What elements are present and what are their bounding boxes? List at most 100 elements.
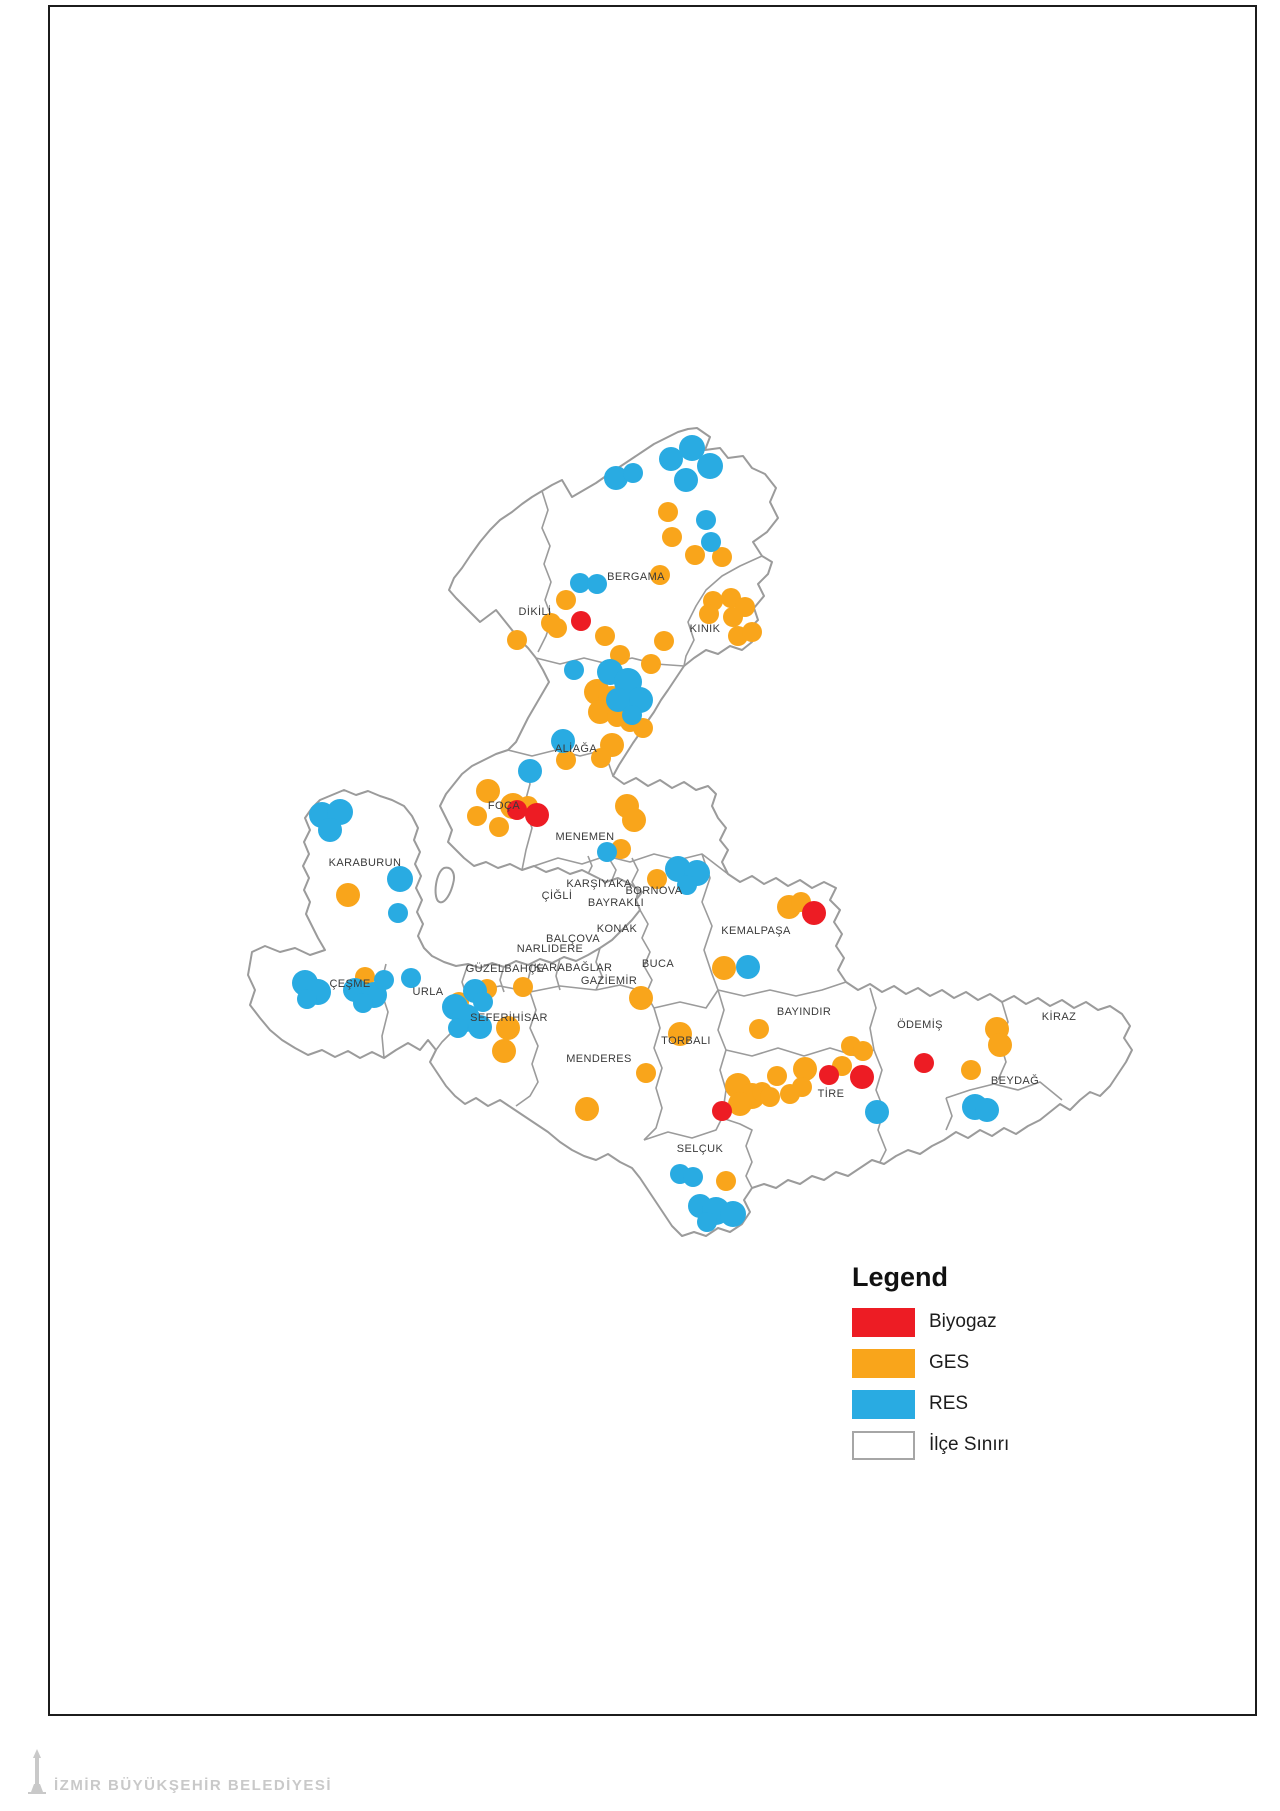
facility-dot-ges (476, 779, 500, 803)
facility-dot-res (623, 463, 643, 483)
district-label-beydağ: BEYDAĞ (991, 1074, 1039, 1087)
facility-dot-ges (636, 1063, 656, 1083)
facility-dot-res (697, 1212, 717, 1232)
facility-dot-res (374, 970, 394, 990)
facility-dot-ges (556, 750, 576, 770)
facility-dot-res (297, 989, 317, 1009)
facility-dot-ges (492, 1039, 516, 1063)
border-guzelbahce (499, 965, 505, 993)
border-bornova-kemalpasa (701, 853, 719, 991)
facility-dot-ges (988, 1033, 1012, 1057)
facility-points (292, 435, 1012, 1232)
facility-dot-ges (507, 630, 527, 650)
legend-label-ilce-siniri: İlçe Sınırı (929, 1434, 1010, 1455)
facility-dot-ges (742, 622, 762, 642)
district-label-güzelbahçe: GÜZELBAHÇE (466, 963, 545, 975)
facility-dot-ges (767, 1066, 787, 1086)
district-label-bayrakli: BAYRAKLI (588, 897, 644, 909)
facility-dot-res (674, 468, 698, 492)
legend-label-biyogaz: Biyogaz (929, 1311, 997, 1332)
facility-dot-ges (853, 1041, 873, 1061)
facility-dot-ges (793, 1057, 817, 1081)
district-label-çi̇ğli̇: ÇİĞLİ (542, 889, 573, 902)
facility-dot-res (677, 875, 697, 895)
facility-dot-res (697, 453, 723, 479)
facility-dot-res (679, 435, 705, 461)
district-label-bornova: BORNOVA (626, 885, 683, 897)
facility-dot-res (388, 903, 408, 923)
district-label-ödemi̇ş: ÖDEMİŞ (897, 1018, 943, 1031)
facility-dot-res (448, 1018, 468, 1038)
facility-dot-ges (591, 748, 611, 768)
res-swatch (852, 1389, 915, 1419)
facility-dot-ges (467, 806, 487, 826)
district-label-foça: FOÇA (488, 800, 520, 812)
district-label-urla: URLA (413, 986, 444, 998)
facility-dot-ges (728, 1092, 752, 1116)
border-konak-karabaglar (595, 947, 603, 991)
facility-dot-res (570, 573, 590, 593)
facility-dot-ges (513, 977, 533, 997)
facility-dot-ges (641, 654, 661, 674)
facility-dot-res (564, 660, 584, 680)
facility-dot-biyogaz (525, 803, 549, 827)
district-label-karaburun: KARABURUN (329, 857, 402, 869)
facility-dot-ges (647, 869, 667, 889)
border-seferihisar-menderes (515, 991, 539, 1107)
facility-dot-ges (575, 1097, 599, 1121)
facility-dot-biyogaz (914, 1053, 934, 1073)
district-label-balçova: BALÇOVA (546, 933, 600, 945)
facility-dot-res (468, 1015, 492, 1039)
district-label-gazi̇emi̇r: GAZİEMİR (581, 974, 637, 987)
facility-dot-ges (749, 1019, 769, 1039)
facility-dot-ges (780, 1084, 800, 1104)
facility-dot-biyogaz (712, 1101, 732, 1121)
facility-dot-ges (629, 986, 653, 1010)
district-label-buca: BUCA (642, 958, 674, 970)
facility-dot-res (327, 799, 353, 825)
border-cigli-karsiyaka (587, 855, 593, 875)
district-label-narlidere: NARLIDERE (517, 943, 584, 955)
facility-dot-ges (588, 700, 612, 724)
district-label-torbali: TORBALI (661, 1035, 711, 1047)
facility-dot-ges (654, 631, 674, 651)
facility-dot-res (401, 968, 421, 988)
legend: Legend Biyogaz GES RES İlçe Sınırı (852, 1262, 1092, 1471)
facility-dot-res (606, 688, 630, 712)
facility-dot-ges (650, 565, 670, 585)
district-label-seferi̇hi̇sar: SEFERİHİSAR (470, 1011, 548, 1024)
facility-dot-ges (723, 607, 743, 627)
facility-dot-ges (716, 1171, 736, 1191)
facility-dot-ges (547, 618, 567, 638)
district-label-selçuk: SELÇUK (677, 1143, 724, 1155)
facility-dot-res (518, 759, 542, 783)
facility-dot-res (701, 532, 721, 552)
facility-dot-ges (699, 604, 719, 624)
facility-dot-biyogaz (571, 611, 591, 631)
border-menemen-south (533, 853, 729, 875)
district-label-menemen: MENEMEN (555, 831, 614, 843)
district-label-menderes: MENDERES (566, 1053, 632, 1065)
facility-dot-ges (556, 590, 576, 610)
facility-dot-res (975, 1098, 999, 1122)
facility-dot-res (473, 992, 493, 1012)
legend-label-ges: GES (929, 1352, 970, 1373)
district-label-konak: KONAK (597, 923, 638, 935)
district-labels: BERGAMA DİKİLİ KINIK ALİAĞA FOÇA MENEMEN KARAB… (329, 571, 1076, 1155)
district-label-ali̇ağa: ALİAĞA (555, 742, 597, 755)
border-menderes-torbali (643, 1007, 663, 1141)
ges-swatch (852, 1348, 915, 1378)
district-label-çeşme: ÇEŞME (329, 978, 370, 990)
province-outline (247, 427, 1133, 1237)
facility-dot-res (353, 993, 373, 1013)
legend-label-res: RES (929, 1393, 969, 1414)
facility-dot-res (736, 955, 760, 979)
legend-item-ges: GES (852, 1348, 1092, 1378)
border-kemalpasa-south (717, 981, 847, 997)
facility-dot-res (659, 447, 683, 471)
bay-island-outline (434, 866, 455, 904)
facility-dot-ges (662, 527, 682, 547)
clock-tower-icon (28, 1749, 46, 1794)
border-bayrakli (609, 859, 617, 881)
